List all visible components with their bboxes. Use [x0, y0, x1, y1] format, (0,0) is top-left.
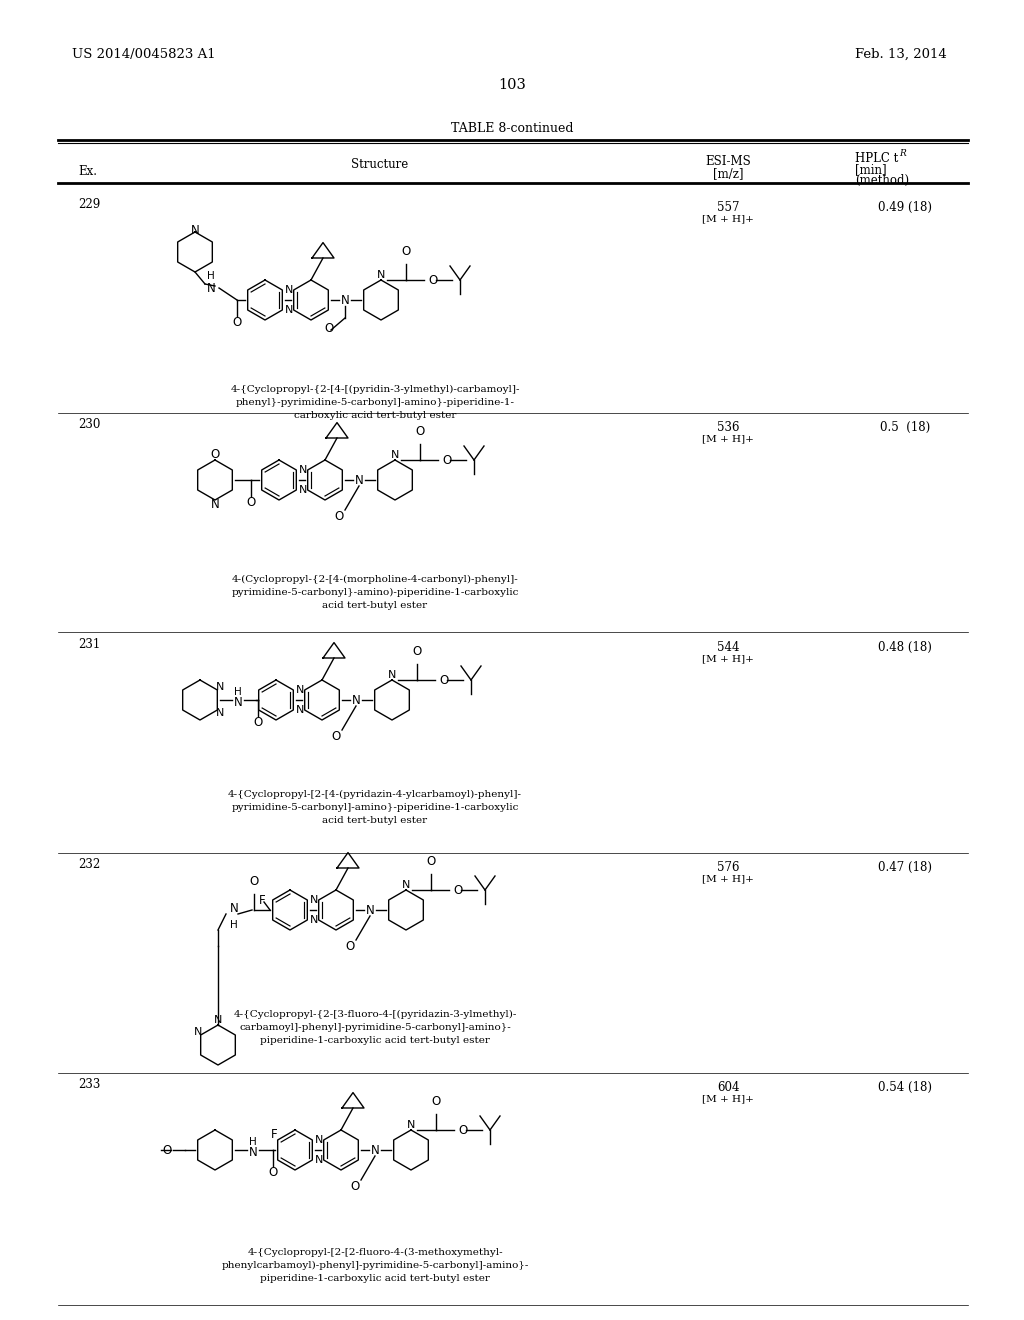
Text: O: O	[210, 449, 219, 462]
Text: N: N	[391, 450, 399, 459]
Text: O: O	[253, 715, 262, 729]
Text: 0.54 (18): 0.54 (18)	[878, 1081, 932, 1094]
Text: N: N	[407, 1119, 415, 1130]
Text: [M + H]+: [M + H]+	[702, 214, 754, 223]
Text: N: N	[314, 1135, 323, 1144]
Text: 230: 230	[78, 418, 100, 432]
Text: N: N	[207, 281, 215, 294]
Text: F: F	[258, 894, 265, 907]
Text: N: N	[249, 1146, 257, 1159]
Text: US 2014/0045823 A1: US 2014/0045823 A1	[72, 48, 216, 61]
Text: H: H	[230, 920, 238, 931]
Text: 0.48 (18): 0.48 (18)	[878, 642, 932, 653]
Text: 576: 576	[717, 861, 739, 874]
Text: 536: 536	[717, 421, 739, 434]
Text: N: N	[216, 682, 224, 692]
Text: Ex.: Ex.	[78, 165, 97, 178]
Text: N: N	[388, 671, 396, 680]
Text: N: N	[309, 915, 317, 925]
Text: N: N	[211, 499, 219, 511]
Text: TABLE 8-continued: TABLE 8-continued	[451, 121, 573, 135]
Text: 0.49 (18): 0.49 (18)	[878, 201, 932, 214]
Text: 4-(Cyclopropyl-{2-[4-(morpholine-4-carbonyl)-phenyl]-
pyrimidine-5-carbonyl}-ami: 4-(Cyclopropyl-{2-[4-(morpholine-4-carbo…	[231, 576, 519, 610]
Text: N: N	[190, 223, 200, 236]
Text: N: N	[341, 293, 349, 306]
Text: N: N	[233, 696, 243, 709]
Text: O: O	[163, 1143, 172, 1156]
Text: O: O	[416, 425, 425, 438]
Text: N: N	[309, 895, 317, 906]
Text: [M + H]+: [M + H]+	[702, 434, 754, 444]
Text: O: O	[345, 940, 354, 953]
Text: F: F	[271, 1129, 278, 1142]
Text: [M + H]+: [M + H]+	[702, 874, 754, 883]
Text: HPLC t: HPLC t	[855, 152, 898, 165]
Text: O: O	[332, 730, 341, 742]
Text: (method): (method)	[855, 174, 909, 187]
Text: 0.5  (18): 0.5 (18)	[880, 421, 930, 434]
Text: 4-{Cyclopropyl-{2-[4-[(pyridin-3-ylmethyl)-carbamoyl]-
phenyl}-pyrimidine-5-carb: 4-{Cyclopropyl-{2-[4-[(pyridin-3-ylmethy…	[230, 385, 520, 420]
Text: 4-{Cyclopropyl-{2-[3-fluoro-4-[(pyridazin-3-ylmethyl)-
carbamoyl]-phenyl]-pyrimi: 4-{Cyclopropyl-{2-[3-fluoro-4-[(pyridazi…	[233, 1010, 517, 1045]
Text: O: O	[325, 322, 334, 335]
Text: O: O	[426, 855, 435, 869]
Text: N: N	[314, 1155, 323, 1166]
Text: [min]: [min]	[855, 162, 887, 176]
Text: N: N	[194, 1027, 202, 1038]
Text: H: H	[249, 1137, 257, 1147]
Text: 103: 103	[498, 78, 526, 92]
Text: N: N	[214, 1015, 222, 1026]
Text: O: O	[431, 1096, 440, 1107]
Text: N: N	[366, 903, 375, 916]
Text: N: N	[229, 902, 239, 915]
Text: O: O	[413, 645, 422, 657]
Text: O: O	[268, 1166, 278, 1179]
Text: N: N	[296, 705, 304, 715]
Text: H: H	[234, 686, 242, 697]
Text: O: O	[401, 246, 411, 257]
Text: ESI-MS: ESI-MS	[706, 154, 751, 168]
Text: N: N	[298, 465, 307, 475]
Text: [m/z]: [m/z]	[713, 168, 743, 180]
Text: 544: 544	[717, 642, 739, 653]
Text: N: N	[285, 285, 293, 294]
Text: 557: 557	[717, 201, 739, 214]
Text: 4-{Cyclopropyl-[2-[4-(pyridazin-4-ylcarbamoyl)-phenyl]-
pyrimidine-5-carbonyl]-a: 4-{Cyclopropyl-[2-[4-(pyridazin-4-ylcarb…	[228, 789, 522, 825]
Text: O: O	[458, 1123, 467, 1137]
Text: O: O	[439, 673, 449, 686]
Text: 231: 231	[78, 638, 100, 651]
Text: [M + H]+: [M + H]+	[702, 653, 754, 663]
Text: O: O	[453, 883, 462, 896]
Text: N: N	[298, 484, 307, 495]
Text: 229: 229	[78, 198, 100, 211]
Text: 604: 604	[717, 1081, 739, 1094]
Text: 233: 233	[78, 1078, 100, 1092]
Text: O: O	[232, 315, 242, 329]
Text: N: N	[401, 880, 411, 890]
Text: O: O	[335, 510, 344, 523]
Text: Structure: Structure	[351, 158, 409, 172]
Text: 232: 232	[78, 858, 100, 871]
Text: N: N	[296, 685, 304, 696]
Text: N: N	[371, 1143, 379, 1156]
Text: O: O	[350, 1180, 359, 1192]
Text: O: O	[247, 495, 256, 508]
Text: R: R	[899, 149, 906, 158]
Text: N: N	[377, 271, 385, 280]
Text: N: N	[285, 305, 293, 315]
Text: Feb. 13, 2014: Feb. 13, 2014	[855, 48, 947, 61]
Text: O: O	[442, 454, 452, 466]
Text: O: O	[250, 875, 259, 888]
Text: [M + H]+: [M + H]+	[702, 1094, 754, 1104]
Text: N: N	[216, 708, 224, 718]
Text: H: H	[207, 271, 215, 281]
Text: N: N	[351, 693, 360, 706]
Text: 4-{Cyclopropyl-[2-[2-fluoro-4-(3-methoxymethyl-
phenylcarbamoyl)-phenyl]-pyrimid: 4-{Cyclopropyl-[2-[2-fluoro-4-(3-methoxy…	[221, 1247, 528, 1283]
Text: 0.47 (18): 0.47 (18)	[878, 861, 932, 874]
Text: N: N	[354, 474, 364, 487]
Text: O: O	[428, 273, 437, 286]
